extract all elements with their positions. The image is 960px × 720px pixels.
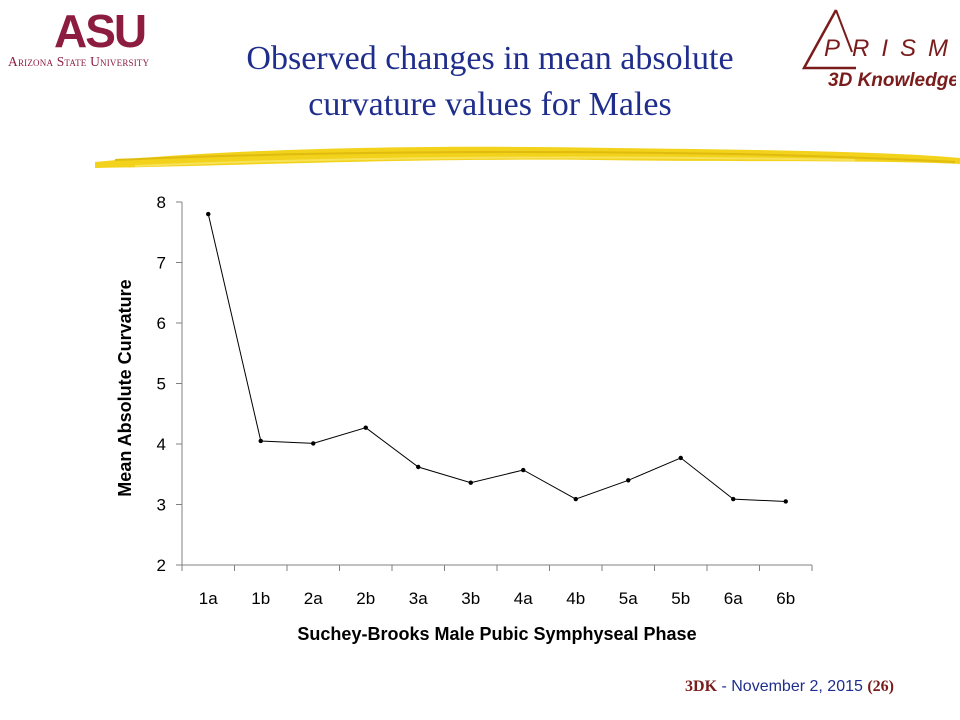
prism-triangle-icon xyxy=(801,9,856,70)
x-tick-label: 4b xyxy=(566,589,585,608)
data-point xyxy=(626,478,631,483)
asu-logo-mark: ASU xyxy=(54,5,147,57)
data-point xyxy=(258,438,263,444)
data-point xyxy=(468,480,473,485)
x-tick-label: 6a xyxy=(724,589,743,608)
data-point xyxy=(416,464,421,470)
slide-title-line1: Observed changes in mean absolute xyxy=(246,40,734,77)
prism-logo: PRISM 3D Knowledge xyxy=(801,9,956,91)
slide-footer: 3DK - November 2, 2015 (26) xyxy=(685,678,894,696)
y-tick-label: 3 xyxy=(157,496,166,515)
footer-brand: 3DK xyxy=(685,678,718,695)
x-axis: 1a 1b 2a 2b 3a 3b 4a 4b 5a 5b 6a 6b xyxy=(181,564,813,608)
data-point xyxy=(678,455,683,461)
x-tick-label: 5a xyxy=(619,589,638,608)
slide-title-line2: curvature values for Males xyxy=(308,86,672,123)
prism-triangle-edge-icon xyxy=(835,9,853,53)
y-tick-label: 6 xyxy=(157,314,166,333)
x-tick-label: 4a xyxy=(514,589,533,608)
y-tick-label: 4 xyxy=(157,435,166,454)
x-tick-label: 2a xyxy=(304,589,323,608)
x-tick-label: 3a xyxy=(409,589,428,608)
y-tick-label: 7 xyxy=(157,254,166,273)
curvature-series xyxy=(206,211,788,504)
x-tick-label: 6b xyxy=(776,589,795,608)
series-line xyxy=(207,213,786,502)
y-axis-title: Mean Absolute Curvature xyxy=(115,279,135,496)
prism-word: PRISM xyxy=(824,35,956,62)
y-tick-label: 8 xyxy=(157,193,166,212)
data-point xyxy=(731,496,736,502)
prism-subtitle: 3D Knowledge xyxy=(828,70,956,91)
x-tick-label: 5b xyxy=(671,589,690,608)
slide-title: Observed changes in mean absolute curvat… xyxy=(180,36,800,128)
footer-date: November 2, 2015 xyxy=(731,678,863,695)
data-point xyxy=(521,467,526,473)
y-tick-label: 2 xyxy=(157,556,166,575)
y-tick-label: 5 xyxy=(157,375,166,394)
x-tick-label: 1b xyxy=(251,589,270,608)
x-tick-label: 2b xyxy=(356,589,375,608)
asu-logo-name: Arizona State University xyxy=(8,54,150,69)
data-point xyxy=(573,496,578,502)
data-point xyxy=(363,425,368,430)
x-axis-title: Suchey-Brooks Male Pubic Symphyseal Phas… xyxy=(297,624,696,644)
data-point xyxy=(206,211,211,217)
y-axis: 2 3 4 5 6 7 8 xyxy=(157,193,183,575)
x-tick-label: 1a xyxy=(199,589,218,608)
footer-separator: - xyxy=(717,678,732,695)
footer-page-number: (26) xyxy=(867,678,894,695)
asu-logo: ASU Arizona State University xyxy=(8,8,188,78)
title-underline-brush xyxy=(95,146,960,168)
data-point xyxy=(311,441,316,446)
data-point xyxy=(783,499,788,504)
x-tick-label: 3b xyxy=(461,589,480,608)
